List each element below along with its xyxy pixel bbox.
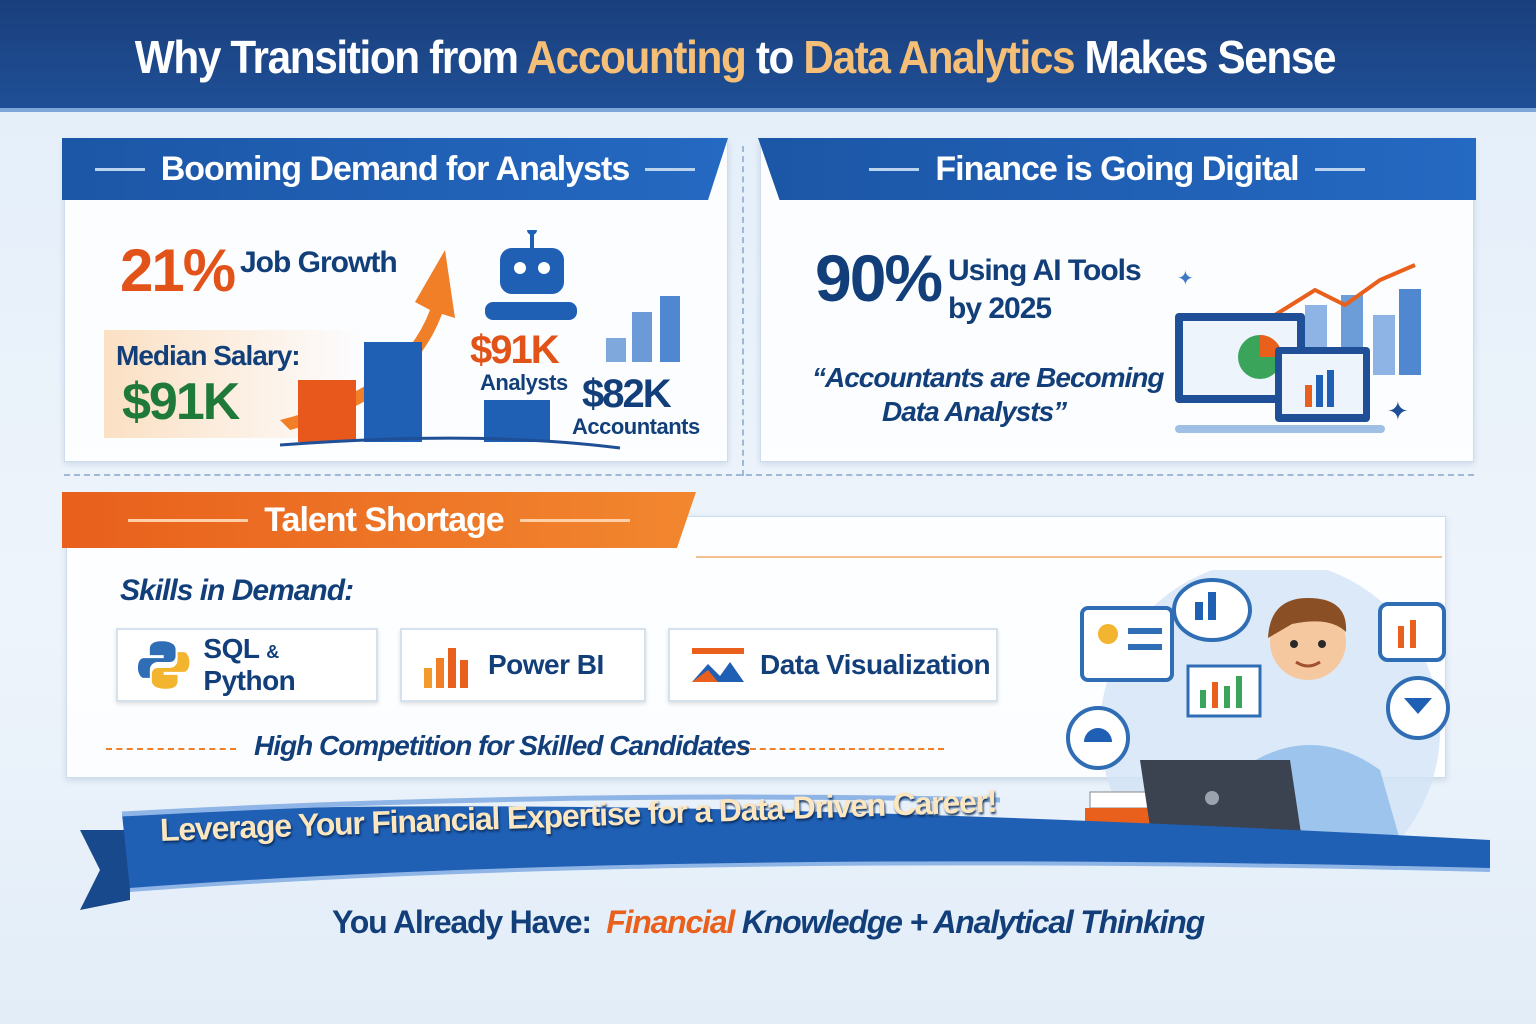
cloud-bubble-icon bbox=[1066, 706, 1130, 770]
bar-chart-card-icon bbox=[1186, 664, 1262, 718]
bar bbox=[632, 312, 652, 362]
ai-adoption-value: 90% bbox=[815, 241, 943, 315]
bar bbox=[484, 400, 550, 442]
bar bbox=[298, 380, 356, 442]
analysts-salary: $91K bbox=[470, 328, 560, 372]
power-bi-icon bbox=[424, 648, 468, 688]
ai-adoption-year: by 2025 bbox=[948, 292, 1052, 325]
growth-chart-illustration bbox=[280, 230, 680, 450]
skill-label: SQL bbox=[203, 633, 259, 664]
divider bbox=[740, 748, 944, 750]
computer-dashboard-illustration: ✦✦ bbox=[1175, 263, 1421, 433]
report-bubble-icon bbox=[1378, 602, 1446, 662]
filter-bubble-icon bbox=[1386, 676, 1450, 740]
title-text: Why Transition from bbox=[134, 31, 527, 83]
skill-label: Data Visualization bbox=[760, 649, 991, 680]
page-title: Why Transition from Accounting to Data A… bbox=[59, 30, 1411, 84]
footer-highlight: Financial bbox=[606, 904, 735, 940]
title-highlight-data-analytics: Data Analytics bbox=[803, 31, 1075, 83]
svg-text:✦: ✦ bbox=[1387, 396, 1409, 426]
bar bbox=[606, 338, 626, 362]
data-visualization-icon bbox=[692, 648, 744, 682]
bar bbox=[364, 342, 422, 442]
skill-data-visualization: Data Visualization bbox=[668, 628, 998, 702]
accountants-salary: $82K bbox=[582, 372, 672, 416]
robot-icon bbox=[485, 230, 577, 320]
demand-heading: Booming Demand for Analysts bbox=[62, 138, 728, 200]
demand-heading-text: Booming Demand for Analysts bbox=[160, 149, 631, 188]
digital-heading: Finance is Going Digital bbox=[758, 138, 1476, 200]
divider bbox=[742, 146, 744, 476]
skill-label: Power BI bbox=[488, 649, 604, 680]
skill-sql-python: SQL & Python bbox=[116, 628, 378, 702]
accountants-label: Accountants bbox=[572, 414, 700, 439]
chart-bubble-icon bbox=[1172, 578, 1252, 642]
cta-ribbon bbox=[80, 794, 1491, 910]
python-icon bbox=[137, 641, 190, 689]
dashboard-bubble-icon bbox=[1080, 606, 1174, 682]
title-highlight-accounting: Accounting bbox=[526, 31, 746, 83]
footer-rest: Knowledge + Analytical Thinking bbox=[741, 904, 1205, 940]
header-bar bbox=[0, 0, 1536, 112]
divider bbox=[64, 474, 1474, 476]
salary-label: Median Salary: bbox=[116, 340, 301, 371]
quote-line-1: “Accountants are Becoming bbox=[812, 362, 1165, 393]
salary-value: $91K bbox=[122, 373, 240, 431]
ai-adoption-label: Using AI Tools bbox=[948, 254, 1142, 287]
ampersand: & bbox=[266, 642, 279, 662]
title-text: Makes Sense bbox=[1074, 31, 1337, 83]
analyst-at-laptop-illustration bbox=[1066, 570, 1450, 860]
footer-tagline: You Already Have: Financial Knowledge + … bbox=[332, 904, 1205, 941]
svg-text:✦: ✦ bbox=[1177, 268, 1194, 290]
growth-label: Job Growth bbox=[240, 246, 398, 279]
skill-label: Python bbox=[203, 665, 296, 696]
divider bbox=[696, 556, 1442, 558]
growth-value: 21% bbox=[120, 237, 236, 304]
title-text: to bbox=[745, 31, 804, 83]
skill-power-bi: Power BI bbox=[400, 628, 646, 702]
footer-prefix: You Already Have: bbox=[332, 904, 592, 940]
bar bbox=[660, 296, 680, 362]
competition-note: High Competition for Skilled Candidates bbox=[254, 730, 751, 761]
skills-label: Skills in Demand: bbox=[120, 574, 354, 607]
analysts-label: Analysts bbox=[480, 370, 568, 395]
quote-line-2: Data Analysts” bbox=[882, 396, 1067, 427]
digital-heading-text: Finance is Going Digital bbox=[935, 149, 1299, 188]
talent-heading-text: Talent Shortage bbox=[264, 500, 504, 539]
talent-heading: Talent Shortage bbox=[62, 492, 696, 548]
divider bbox=[106, 748, 236, 750]
